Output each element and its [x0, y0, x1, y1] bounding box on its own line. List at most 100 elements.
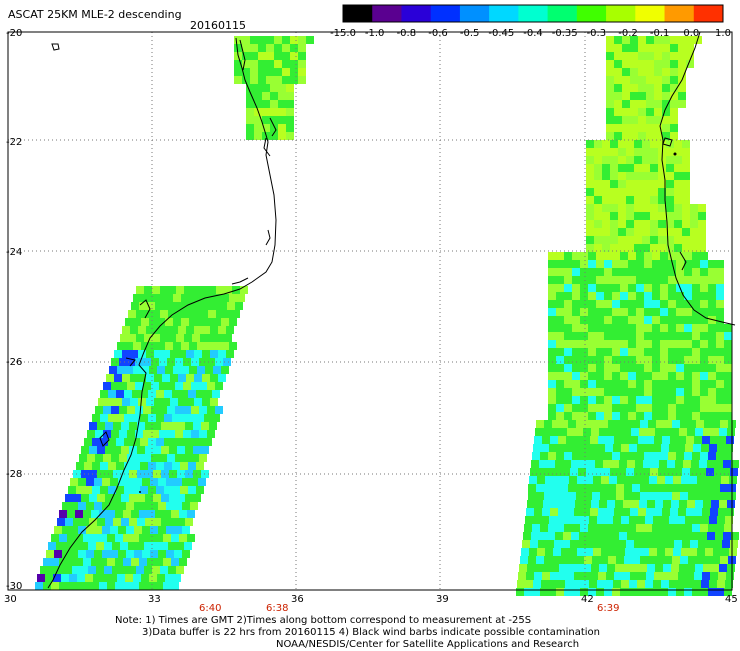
swath-cell	[674, 228, 682, 236]
swath-cell	[129, 446, 137, 454]
swath-cell	[660, 332, 668, 340]
swath-cell	[700, 380, 708, 388]
swath-cell	[120, 334, 128, 342]
swath-cell	[181, 294, 189, 302]
swath-cell	[130, 350, 138, 358]
swath-cell	[620, 292, 628, 300]
colorbar-tick-label: -15.0	[330, 28, 356, 39]
swath-cell	[588, 284, 596, 292]
swath-cell	[585, 476, 593, 484]
swath-cell	[266, 44, 274, 52]
swath-cell	[700, 412, 708, 420]
swath-cell	[711, 564, 719, 572]
swath-cell	[278, 84, 286, 92]
swath-cell	[700, 356, 708, 364]
swath-cell	[83, 510, 91, 518]
swath-cell	[628, 404, 636, 412]
swath-cell	[615, 428, 623, 436]
swath-cell	[68, 486, 76, 494]
swath-cell	[625, 476, 633, 484]
swath-cell	[57, 518, 65, 526]
swath-cell	[664, 556, 672, 564]
swath-cell	[152, 310, 160, 318]
swath-cell	[622, 52, 630, 60]
swath-cell	[146, 374, 154, 382]
swath-cell	[700, 260, 708, 268]
swath-cell	[59, 510, 67, 518]
swath-cell	[580, 284, 588, 292]
swath-cell	[602, 164, 610, 172]
colorbar-tick-label: -0.35	[552, 28, 578, 39]
swath-cell	[118, 550, 126, 558]
swath-cell	[682, 164, 690, 172]
swath-cell	[196, 414, 204, 422]
swath-cell	[109, 574, 117, 582]
swath-cell	[618, 212, 626, 220]
swath-cell	[596, 260, 604, 268]
swath-cell	[620, 404, 628, 412]
swath-cell	[598, 572, 606, 580]
swath-cell	[644, 388, 652, 396]
swath-cell	[155, 510, 163, 518]
swath-cell	[676, 276, 684, 284]
swath-cell	[725, 516, 733, 524]
swath-cell	[115, 582, 123, 590]
swath-cell	[278, 132, 286, 140]
swath-cell	[668, 356, 676, 364]
swath-cell	[654, 572, 662, 580]
swath-cell	[207, 406, 215, 414]
swath-cell	[556, 292, 564, 300]
swath-cell	[45, 574, 53, 582]
swath-cell	[666, 468, 674, 476]
swath-cell	[278, 116, 286, 124]
swath-cell	[193, 494, 201, 502]
swath-cell	[610, 236, 618, 244]
swath-cell	[570, 540, 578, 548]
swath-cell	[628, 252, 636, 260]
swath-cell	[75, 534, 83, 542]
swath-cell	[612, 252, 620, 260]
swath-cell	[674, 196, 682, 204]
colorbar-segment	[459, 5, 490, 22]
swath-cell	[586, 180, 594, 188]
swath-cell	[536, 484, 544, 492]
swath-cell	[192, 334, 200, 342]
swath-cell	[572, 356, 580, 364]
swath-cell	[620, 268, 628, 276]
swath-cell	[144, 310, 152, 318]
swath-cell	[662, 508, 670, 516]
swath-cell	[199, 406, 207, 414]
swath-cell	[657, 476, 665, 484]
swath-cell	[676, 292, 684, 300]
swath-cell	[188, 390, 196, 398]
swath-cell	[544, 556, 552, 564]
swath-cell	[290, 68, 298, 76]
swath-cell	[202, 350, 210, 358]
swath-cell	[274, 68, 282, 76]
swath-cell	[188, 414, 196, 422]
swath-cell	[672, 556, 680, 564]
swath-cell	[608, 420, 616, 428]
swath-cell	[703, 500, 711, 508]
swath-cell	[636, 300, 644, 308]
swath-cell	[596, 268, 604, 276]
swath-cell	[146, 398, 154, 406]
swath-cell	[626, 212, 634, 220]
swath-cell	[205, 342, 213, 350]
colorbar-border	[342, 4, 724, 23]
swath-cell	[673, 476, 681, 484]
swath-cell	[584, 492, 592, 500]
swath-cell	[580, 348, 588, 356]
colorbar-tick-label: -0.1	[650, 28, 670, 39]
swath-cell	[660, 316, 668, 324]
swath-cell	[580, 300, 588, 308]
swath-cell	[612, 268, 620, 276]
swath-cell	[605, 444, 613, 452]
swath-cell	[130, 374, 138, 382]
swath-cell	[682, 140, 690, 148]
swath-cell	[87, 454, 95, 462]
swath-cell	[654, 84, 662, 92]
swath-cell	[109, 366, 117, 374]
swath-cell	[692, 372, 700, 380]
swath-cell	[201, 422, 209, 430]
